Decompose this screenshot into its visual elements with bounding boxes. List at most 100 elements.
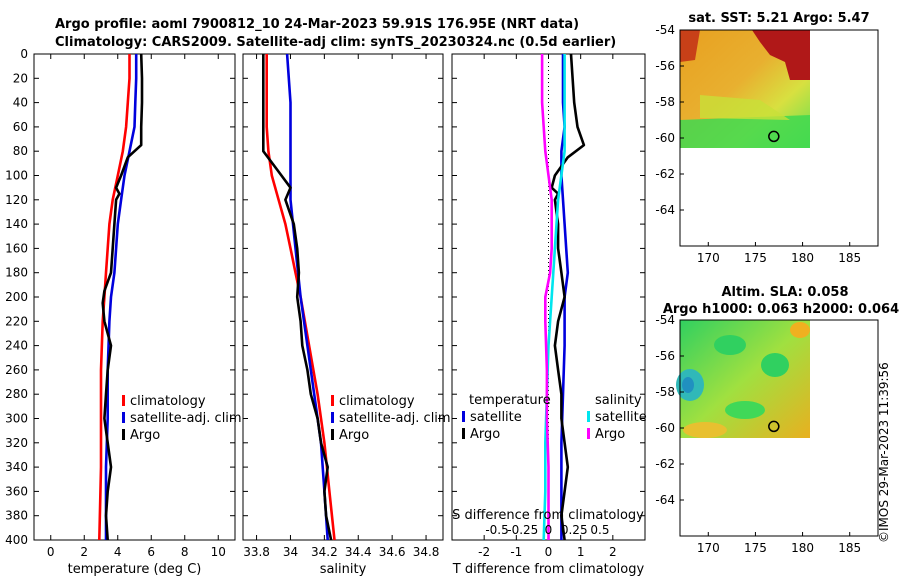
sst-warm-region — [752, 30, 810, 80]
diff-top-axis-label: S difference from climatology — [452, 508, 644, 523]
temp-ytick-label: 340 — [5, 460, 28, 474]
salinity-panel: 33.8 34 34.2 34.4 34.6 34.8 salinity climatolog… — [242, 53, 451, 577]
axes-sst-xtick-label: 170 — [697, 251, 720, 265]
sal-xtick-label: 34.2 — [311, 545, 338, 559]
axes-sla-argo-marker — [768, 420, 780, 433]
sst-mid-region — [700, 95, 790, 120]
temp-ytick-label: 80 — [13, 144, 28, 158]
diff-xtick-label: -2 — [478, 545, 490, 559]
sst-map — [680, 30, 810, 148]
sla-high-blob — [790, 322, 810, 338]
sal-legend-label: climatology — [339, 394, 415, 409]
figure-title-line2: Climatology: CARS2009. Satellite-adj cli… — [55, 35, 616, 50]
sal-legend-swatch — [331, 412, 334, 423]
sal-legend-swatch — [331, 429, 334, 440]
axes-sla-ytick-label: -58 — [655, 385, 675, 399]
sal-xlabel: salinity — [320, 562, 367, 577]
temp-ytick-label: 200 — [5, 290, 28, 304]
sal-legend-label: Argo — [339, 428, 369, 443]
temp-series-argo — [101, 53, 144, 541]
sal-xtick-label: 34 — [283, 545, 298, 559]
diff-top-tick-label: 0.25 — [561, 523, 588, 537]
temp-legend-label: climatology — [130, 394, 206, 409]
temp-ytick-label: 100 — [5, 169, 28, 183]
temp-xtick-label: 2 — [80, 545, 88, 559]
diff-xtick-label: -1 — [510, 545, 522, 559]
sst-cool-region — [680, 115, 810, 148]
temp-ytick-label: 300 — [5, 412, 28, 426]
sal-xtick-label: 33.8 — [243, 545, 270, 559]
figure-title-line1: Argo profile: aoml 7900812_10 24-Mar-202… — [55, 17, 579, 32]
sal-xtick-label: 34.4 — [345, 545, 372, 559]
temp-legend-label: satellite-adj. clim — [130, 411, 242, 426]
sla-green-blob-1 — [714, 335, 746, 355]
sal-series-climatology — [265, 54, 336, 541]
sla-map-axes: 170 175 180 185 -54 -56 -58 -60 -62 -64 — [655, 313, 879, 555]
axes-sst-xtick-label: 180 — [791, 251, 814, 265]
temp-ytick-label: 320 — [5, 436, 28, 450]
temp-ytick-label: 180 — [5, 266, 28, 280]
sla-green-blob-2 — [761, 353, 789, 377]
temp-xtick-label: 10 — [211, 545, 226, 559]
diff-xtick-label: 0 — [545, 545, 553, 559]
diff-top-tick-label: -0.25 — [507, 523, 538, 537]
axes-sst-xtick-label: 185 — [838, 251, 861, 265]
diff-legend-salinity-swatch — [587, 428, 590, 439]
sal-xtick-label: 34.8 — [413, 545, 440, 559]
temp-ytick-label: 260 — [5, 363, 28, 377]
temp-xtick-label: 6 — [147, 545, 155, 559]
diff-legend-temperature-title: temperature — [469, 393, 551, 408]
axes-sst-argo-marker — [768, 130, 780, 143]
temp-legend-swatch — [122, 395, 125, 406]
temp-xtick-label: 8 — [181, 545, 189, 559]
difference-panel: -2 -1 0 1 2 T difference from climatology temp… — [451, 53, 647, 577]
diff-legend-salinity-swatch — [587, 411, 590, 422]
sla-map — [676, 320, 810, 438]
temp-ytick-label: 60 — [13, 120, 28, 134]
axes-sla-xtick-label: 180 — [791, 541, 814, 555]
temp-xtick-label: 0 — [47, 545, 55, 559]
temp-ytick-label: 280 — [5, 387, 28, 401]
temp-ytick-label: 160 — [5, 241, 28, 255]
temp-legend-label: Argo — [130, 428, 160, 443]
temp-xtick-label: 4 — [114, 545, 122, 559]
axes-sla-xtick-label: 170 — [697, 541, 720, 555]
diff-xtick-label: 2 — [609, 545, 617, 559]
diff-legend-temperature-label: satellite — [470, 410, 522, 425]
sla-low-eddy-core — [682, 377, 694, 393]
axes-sla-ytick-label: -54 — [655, 313, 675, 327]
temp-legend-swatch — [122, 412, 125, 423]
temp-legend-swatch — [122, 429, 125, 440]
axes-sst-ytick-label: -54 — [655, 23, 675, 37]
axes-sst-ytick-label: -62 — [655, 167, 675, 181]
axes-sla-ytick-label: -56 — [655, 349, 675, 363]
temp-ytick-label: 220 — [5, 314, 28, 328]
axes-sla-ytick-label: -62 — [655, 457, 675, 471]
axes-sla-xtick-label: 185 — [838, 541, 861, 555]
sal-series-argo — [261, 54, 333, 541]
temp-ytick-label: 0 — [20, 47, 28, 61]
temp-ytick-label: 120 — [5, 193, 28, 207]
diff-legend-temperature-swatch — [462, 411, 465, 422]
temp-ytick-label: 240 — [5, 339, 28, 353]
diff-top-tick-label: 0.5 — [590, 523, 609, 537]
sal-legend-swatch — [331, 395, 334, 406]
diff-series-salinity-argo — [540, 54, 554, 540]
diff-legend-temperature-swatch — [462, 428, 465, 439]
temp-ytick-label: 380 — [5, 509, 28, 523]
temp-ytick-label: 140 — [5, 217, 28, 231]
axes-sla-ytick-label: -64 — [655, 493, 675, 507]
temp-series-climatology — [98, 54, 131, 541]
diff-legend-salinity-label: Argo — [595, 427, 625, 442]
axes-sst-ytick-label: -58 — [655, 95, 675, 109]
sst-map-axes: 170 175 180 185 -54 -56 -58 -60 -62 -64 — [655, 23, 879, 265]
temperature-panel: 0204060801001201401601802002202402602803… — [5, 47, 242, 577]
diff-top-tick-label: -0.5 — [485, 523, 508, 537]
diff-xtick-label: 1 — [577, 545, 585, 559]
sst-map-title: sat. SST: 5.21 Argo: 5.47 — [688, 11, 869, 26]
axes-sst-ytick-label: -56 — [655, 59, 675, 73]
axes-sla-xtick-label: 175 — [744, 541, 767, 555]
diff-top-tick-label: 0 — [545, 523, 553, 537]
sal-xtick-label: 34.6 — [379, 545, 406, 559]
